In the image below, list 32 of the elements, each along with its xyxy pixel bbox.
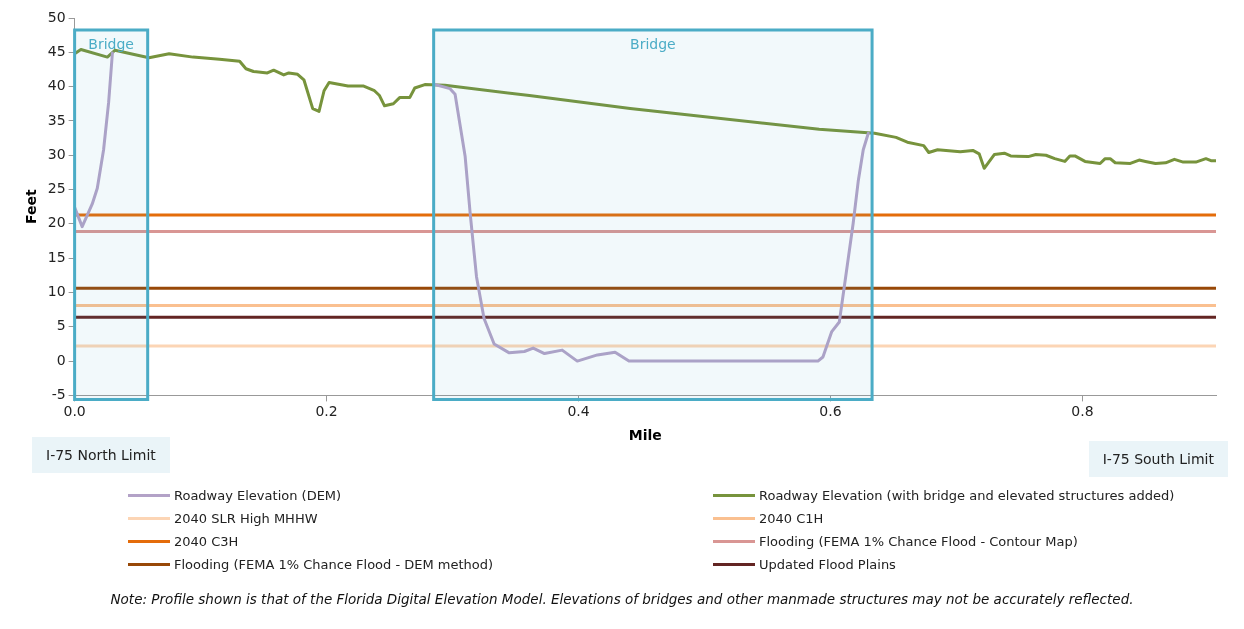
x-tick-label: 0.8 xyxy=(1071,403,1094,420)
x-tick-label: 0.6 xyxy=(819,403,842,420)
legend-label: 2040 SLR High MHHW xyxy=(174,510,318,526)
y-tick-label: 30 xyxy=(47,145,66,162)
y-tick-label: 25 xyxy=(47,180,66,197)
band-label: Bridge xyxy=(88,35,134,52)
y-tick-label: 10 xyxy=(47,283,66,300)
legend-label: Flooding (FEMA 1% Chance Flood - Contour Map) xyxy=(759,533,1078,549)
text: I-75 South Limit xyxy=(1088,441,1228,477)
x-tick-label: 0.0 xyxy=(63,403,86,420)
legend-label: 2040 C1H xyxy=(759,510,824,526)
y-tick-label: -5 xyxy=(51,386,66,403)
x-tick-label: 0.2 xyxy=(315,403,338,420)
y-tick-label: 0 xyxy=(56,351,66,368)
legend-label: Flooding (FEMA 1% Chance Flood - DEM method) xyxy=(174,556,494,572)
legend-label: Updated Flood Plains xyxy=(759,556,896,572)
legend-label: Roadway Elevation (DEM) xyxy=(174,487,342,503)
y-axis-title: Feet xyxy=(23,189,40,225)
y-tick-label: 20 xyxy=(47,214,66,231)
legend-label: Roadway Elevation (with bridge and elevated structures added) xyxy=(759,487,1175,503)
x-tick-label: 0.4 xyxy=(567,403,590,420)
y-tick-label: 40 xyxy=(47,77,66,94)
legend-label: 2040 C3H xyxy=(174,533,239,549)
band-label: Bridge xyxy=(630,35,676,52)
x-axis-title: Mile xyxy=(628,427,662,444)
y-tick-label: 5 xyxy=(56,317,66,334)
y-tick-label: 35 xyxy=(47,111,66,128)
y-tick-label: 15 xyxy=(47,248,66,265)
y-tick-label: 50 xyxy=(47,8,66,25)
text: Note: Profile shown is that of the Florida Digital Elevation Model. Elevations of bridges and other manmade structures may not be accurately reflected. xyxy=(109,591,1135,607)
y-tick-label: 45 xyxy=(47,42,66,59)
text: I-75 North Limit xyxy=(32,437,170,473)
